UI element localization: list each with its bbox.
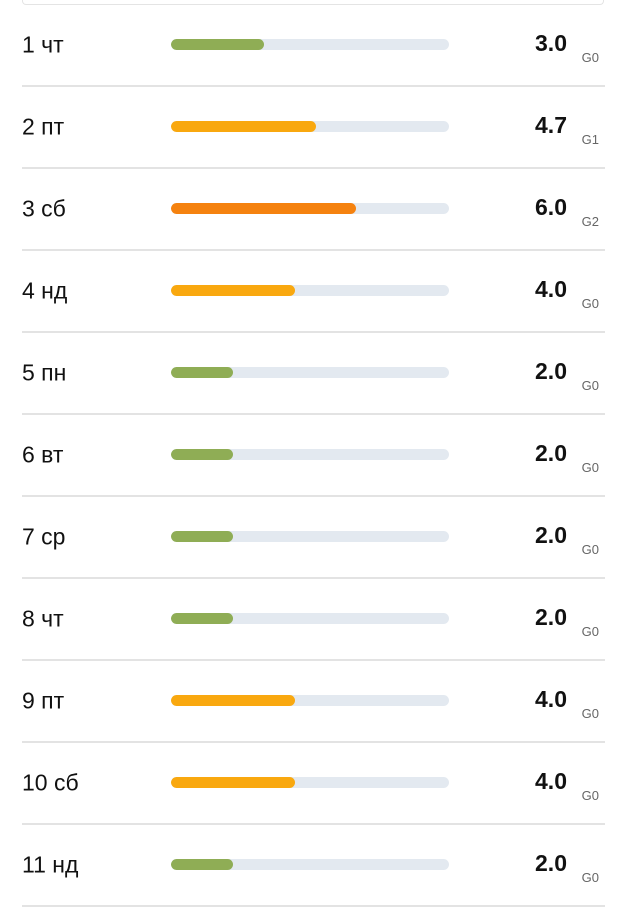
kp-bar-fill [171, 39, 264, 50]
day-label: 6 вт [22, 441, 64, 468]
kp-bar-fill [171, 777, 295, 788]
storm-level: G0 [581, 624, 599, 639]
kp-bar-track [171, 203, 449, 214]
day-label: 1 чт [22, 31, 64, 58]
forecast-row[interactable]: 9 пт 4.0 G0 [22, 661, 605, 743]
kp-value: 2.0 [535, 439, 567, 466]
day-label: 7 ср [22, 523, 66, 550]
forecast-row[interactable]: 3 сб 6.0 G2 [22, 169, 605, 251]
kp-bar-track [171, 613, 449, 624]
storm-level: G0 [581, 378, 599, 393]
kp-bar-track [171, 285, 449, 296]
day-label: 5 пн [22, 359, 67, 386]
forecast-row[interactable]: 8 чт 2.0 G0 [22, 579, 605, 661]
kp-value: 4.0 [535, 685, 567, 712]
panel-edge [22, 0, 604, 5]
kp-bar-fill [171, 859, 233, 870]
kp-value: 4.7 [535, 111, 567, 138]
kp-bar-track [171, 449, 449, 460]
forecast-row[interactable]: 5 пн 2.0 G0 [22, 333, 605, 415]
storm-level: G0 [581, 50, 599, 65]
day-label: 3 сб [22, 195, 66, 222]
storm-level: G0 [581, 542, 599, 557]
day-label: 4 нд [22, 277, 68, 304]
forecast-row[interactable]: 6 вт 2.0 G0 [22, 415, 605, 497]
day-label: 9 пт [22, 687, 65, 714]
day-label: 10 сб [22, 769, 79, 796]
kp-value: 4.0 [535, 275, 567, 302]
kp-bar-fill [171, 613, 233, 624]
storm-level: G0 [581, 788, 599, 803]
kp-bar-fill [171, 121, 317, 132]
kp-bar-track [171, 859, 449, 870]
forecast-row[interactable]: 7 ср 2.0 G0 [22, 497, 605, 579]
kp-bar-fill [171, 531, 233, 542]
kp-value: 2.0 [535, 357, 567, 384]
kp-bar-track [171, 777, 449, 788]
kp-bar-track [171, 695, 449, 706]
kp-bar-track [171, 531, 449, 542]
kp-value: 6.0 [535, 193, 567, 220]
kp-bar-fill [171, 285, 295, 296]
kp-bar-track [171, 121, 449, 132]
day-label: 8 чт [22, 605, 64, 632]
kp-value: 2.0 [535, 603, 567, 630]
storm-level: G1 [581, 132, 599, 147]
kp-value: 2.0 [535, 849, 567, 876]
storm-level: G0 [581, 870, 599, 885]
kp-bar-fill [171, 203, 357, 214]
kp-bar-fill [171, 449, 233, 460]
kp-bar-fill [171, 695, 295, 706]
kp-value: 4.0 [535, 767, 567, 794]
storm-level: G2 [581, 214, 599, 229]
kp-value: 3.0 [535, 29, 567, 56]
storm-level: G0 [581, 296, 599, 311]
forecast-row[interactable]: 2 пт 4.7 G1 [22, 87, 605, 169]
storm-level: G0 [581, 460, 599, 475]
forecast-row[interactable]: 10 сб 4.0 G0 [22, 743, 605, 825]
kp-value: 2.0 [535, 521, 567, 548]
forecast-row[interactable]: 1 чт 3.0 G0 [22, 5, 605, 87]
kp-bar-fill [171, 367, 233, 378]
forecast-row[interactable]: 11 нд 2.0 G0 [22, 825, 605, 907]
kp-bar-track [171, 367, 449, 378]
forecast-row[interactable]: 4 нд 4.0 G0 [22, 251, 605, 333]
day-label: 11 нд [22, 851, 79, 878]
kp-bar-track [171, 39, 449, 50]
day-label: 2 пт [22, 113, 65, 140]
storm-level: G0 [581, 706, 599, 721]
